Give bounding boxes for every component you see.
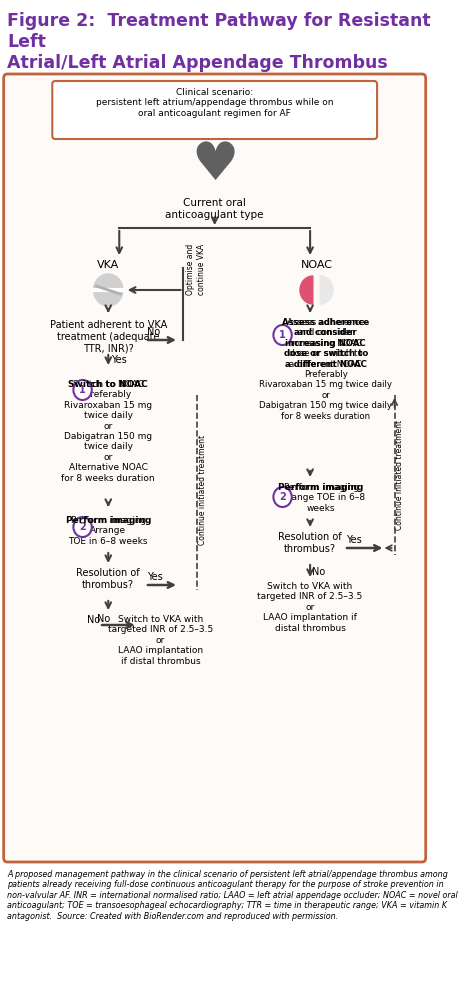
Text: Switch to NOAC
Preferably
Rivaroxaban 15 mg
twice daily
or
Dabigatran 150 mg
twi: Switch to NOAC Preferably Rivaroxaban 15… bbox=[61, 380, 155, 483]
Text: No: No bbox=[97, 614, 110, 624]
Text: Switch to VKA with
targeted INR of 2.5–3.5
or
LAAO implantation
if distal thromb: Switch to VKA with targeted INR of 2.5–3… bbox=[108, 615, 213, 666]
Text: Clinical scenario:
persistent left atrium/appendage thrombus while on
oral antic: Clinical scenario: persistent left atriu… bbox=[96, 88, 333, 118]
Text: Yes: Yes bbox=[111, 355, 127, 365]
Text: A proposed management pathway in the clinical scenario of persistent left atrial: A proposed management pathway in the cli… bbox=[7, 870, 458, 921]
Text: 2: 2 bbox=[279, 492, 286, 502]
Text: VKA: VKA bbox=[97, 260, 119, 270]
Text: ♥: ♥ bbox=[191, 139, 238, 191]
Text: Switch to VKA with
targeted INR of 2.5–3.5
or
LAAO implantation if
distal thromb: Switch to VKA with targeted INR of 2.5–3… bbox=[257, 582, 363, 633]
Circle shape bbox=[273, 487, 292, 507]
Wedge shape bbox=[300, 276, 313, 304]
Text: NOAC: NOAC bbox=[300, 260, 333, 270]
Text: Patient adherent to VKA
treatment (adequate
TTR, INR)?: Patient adherent to VKA treatment (adequ… bbox=[50, 320, 167, 353]
Text: Yes: Yes bbox=[147, 572, 162, 582]
Text: Assess adherence
and consider
increasing NOAC
dose or switch to
a different NOAC: Assess adherence and consider increasing… bbox=[259, 318, 392, 420]
Text: 1: 1 bbox=[279, 330, 286, 340]
Text: Assess adherence
and consider
increasing NOAC
dose or switch to
a different NOAC: Assess adherence and consider increasing… bbox=[282, 318, 369, 369]
Text: Resolution of
thrombus?: Resolution of thrombus? bbox=[76, 568, 140, 589]
Text: No: No bbox=[87, 615, 101, 625]
Text: Perform imaging: Perform imaging bbox=[66, 516, 151, 525]
Text: Continue initiated treatment: Continue initiated treatment bbox=[198, 435, 207, 545]
FancyBboxPatch shape bbox=[4, 74, 426, 862]
Circle shape bbox=[73, 380, 92, 400]
Text: Current oral
anticoagulant type: Current oral anticoagulant type bbox=[165, 198, 264, 220]
Text: 1: 1 bbox=[79, 385, 86, 395]
Text: Resolution of
thrombus?: Resolution of thrombus? bbox=[278, 532, 342, 554]
Text: Switch to NOAC: Switch to NOAC bbox=[68, 380, 148, 389]
Text: Perform imaging: Perform imaging bbox=[278, 483, 364, 492]
Text: Optimise and
continue VKA: Optimise and continue VKA bbox=[186, 243, 205, 295]
Text: Perform imaging
Arrange
TOE in 6–8 weeks: Perform imaging Arrange TOE in 6–8 weeks bbox=[68, 516, 148, 546]
Text: Figure 2:  Treatment Pathway for Resistant Left
Atrial/Left Atrial Appendage Thr: Figure 2: Treatment Pathway for Resistan… bbox=[7, 12, 431, 71]
Text: No: No bbox=[312, 567, 325, 577]
FancyBboxPatch shape bbox=[52, 81, 377, 139]
Circle shape bbox=[73, 517, 92, 537]
Text: 2: 2 bbox=[79, 522, 86, 532]
Circle shape bbox=[94, 274, 123, 306]
Text: Continue initiated treatment: Continue initiated treatment bbox=[395, 420, 404, 530]
Circle shape bbox=[273, 325, 292, 345]
Text: Yes: Yes bbox=[346, 535, 362, 545]
Text: Perform imaging
Arrange TOE in 6–8
weeks: Perform imaging Arrange TOE in 6–8 weeks bbox=[278, 483, 365, 513]
Text: No: No bbox=[147, 327, 160, 337]
Wedge shape bbox=[320, 276, 333, 304]
